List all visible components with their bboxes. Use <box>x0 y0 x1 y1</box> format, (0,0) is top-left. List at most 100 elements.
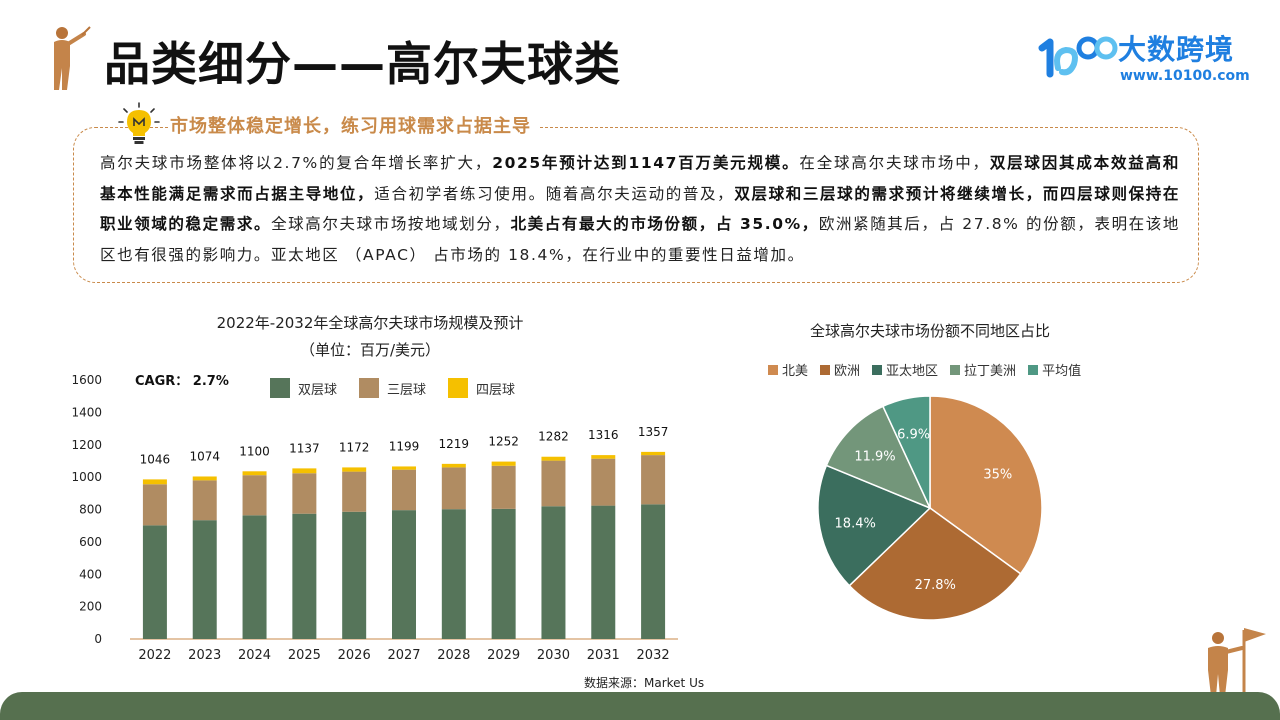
legend-label: 平均值 <box>1042 364 1082 379</box>
legend-item-europe: 欧洲 <box>820 360 860 379</box>
legend-swatch <box>1028 364 1039 375</box>
pie-slice <box>881 395 931 509</box>
bar-segment <box>392 466 416 470</box>
legend-label: 北美 <box>782 364 809 379</box>
legend-label: 双层球 <box>298 382 338 398</box>
logo-brand-text: 大数跨境 <box>1118 33 1235 66</box>
bar-segment <box>342 471 367 512</box>
legend-item-latam: 拉丁美洲 <box>950 360 1016 379</box>
cagr-annotation: CAGR： 2.7% <box>135 374 229 389</box>
summary-highlight: 2025年预计达到1147百万美元规模。 <box>492 154 800 172</box>
bar-segment <box>641 455 666 505</box>
legend-item-quad: 四层球 <box>448 378 515 398</box>
bar-total-label: 1137 <box>289 441 320 455</box>
bar-segment <box>541 456 566 461</box>
x-tick-label: 2030 <box>537 648 570 663</box>
legend-label: 拉丁美洲 <box>964 364 1017 379</box>
bar-total-label: 1172 <box>339 440 370 454</box>
x-tick-label: 2028 <box>437 648 470 663</box>
pie-slice <box>848 507 1022 621</box>
bar-segment <box>491 508 516 639</box>
pie-chart-title: 全球高尔夫球市场份额不同地区占比 <box>809 322 1050 340</box>
bar-segment <box>591 455 616 459</box>
legend-swatch <box>820 364 831 375</box>
pie-slice <box>825 405 932 510</box>
bar-chart-subtitle: （单位：百万/美元） <box>299 341 441 359</box>
bar-segment <box>142 484 167 526</box>
pie-slice <box>929 395 1043 575</box>
legend-swatch <box>950 364 961 375</box>
bar-segment <box>342 467 367 472</box>
legend-swatch <box>768 364 778 375</box>
golfer-icon <box>54 26 91 90</box>
bar-segment <box>641 451 666 456</box>
bar-segment <box>641 504 666 639</box>
bar-segment <box>392 469 416 511</box>
y-tick-label: 1200 <box>71 438 102 452</box>
summary-box <box>73 127 1199 283</box>
x-tick-label: 2027 <box>387 648 420 663</box>
logo-mark-icon <box>1038 36 1118 78</box>
bar-total-label: 1282 <box>538 430 569 444</box>
x-tick-label: 2029 <box>487 648 520 663</box>
bar-segment <box>192 520 217 639</box>
pie-slice <box>817 464 932 587</box>
legend-item-triple: 三层球 <box>359 378 426 398</box>
data-source: 数据来源：Market Us <box>584 676 705 690</box>
y-tick-label: 1600 <box>71 373 102 387</box>
bar-chart-title: 2022年-2032年全球高尔夫球市场规模及预计 （单位：百万/美元） <box>150 310 590 364</box>
bar-segment <box>392 510 416 639</box>
x-tick-label: 2023 <box>188 648 221 663</box>
bar-chart-legend: 双层球 三层球 四层球 <box>270 378 515 398</box>
pie-slice-label: 35% <box>983 467 1012 482</box>
legend-item-double: 双层球 <box>270 378 337 398</box>
y-tick-label: 1000 <box>71 470 102 484</box>
summary-highlight: 北美占有最大的市场份额，占 35.0%， <box>510 215 819 233</box>
pie-chart-legend: 北美 欧洲 亚太地区 拉丁美洲 平均值 <box>768 360 1081 379</box>
bar-segment <box>292 468 317 474</box>
footer-band <box>0 692 1280 720</box>
bar-chart-title-text: 2022年-2032年全球高尔夫球市场规模及预计 <box>216 314 524 332</box>
bar-segment <box>441 467 466 510</box>
summary-text: 全球高尔夫球市场按地域划分， <box>271 215 511 233</box>
y-tick-label: 600 <box>79 535 102 549</box>
bar-total-label: 1046 <box>140 452 171 466</box>
legend-item-apac: 亚太地区 <box>872 360 938 379</box>
bar-segment <box>491 461 516 466</box>
bar-segment <box>491 465 516 509</box>
bar-segment <box>591 505 616 639</box>
bar-total-label: 1252 <box>488 435 519 449</box>
legend-label: 亚太地区 <box>886 364 939 379</box>
summary-text: 高尔夫球市场整体将以2.7%的复合年增长率扩大， <box>100 154 493 172</box>
bar-segment <box>242 471 267 476</box>
x-tick-label: 2024 <box>238 648 271 663</box>
x-tick-label: 2022 <box>138 648 171 663</box>
summary-highlight: 双层球和三层球的需求预计将继续增长，而四层球则保持在职业领域的稳定需求。 <box>100 184 1180 234</box>
bar-total-label: 1357 <box>638 425 669 439</box>
x-tick-label: 2032 <box>637 648 670 663</box>
bar-segment <box>591 458 616 506</box>
bar-total-label: 1316 <box>588 428 619 442</box>
logo-url: www.10100.com <box>1120 68 1250 84</box>
bar-chart: 0 200 400 600 800 1000 1200 1400 1600 1046 2022 107… <box>71 373 678 663</box>
summary-text: 欧洲紧随其后，占 27.8% 的份额，表明在该地区也有很强的影响力。亚太地区 （… <box>100 215 1180 264</box>
x-tick-label: 2025 <box>288 648 321 663</box>
bar-segment <box>292 513 317 639</box>
bar-segment <box>142 479 167 485</box>
pie-slice-label: 6.9% <box>897 428 930 443</box>
legend-item-average: 平均值 <box>1028 360 1081 379</box>
lightbulb-icon <box>118 102 160 144</box>
bar-total-label: 1219 <box>439 437 470 451</box>
pie-slice-label: 11.9% <box>854 449 895 464</box>
legend-label: 欧洲 <box>834 364 861 379</box>
x-tick-label: 2026 <box>338 648 371 663</box>
legend-item-north-america: 北美 <box>768 360 808 379</box>
y-tick-label: 400 <box>79 567 102 581</box>
pie-slice-label: 27.8% <box>915 578 956 593</box>
y-tick-label: 1400 <box>71 405 102 419</box>
bar-segment <box>192 476 217 481</box>
bar-segment <box>142 525 167 639</box>
pie-chart: 35% 27.8% 18.4% 11.9%6.9% <box>817 395 1043 621</box>
legend-label: 四层球 <box>476 382 516 398</box>
bar-segment <box>441 509 466 639</box>
